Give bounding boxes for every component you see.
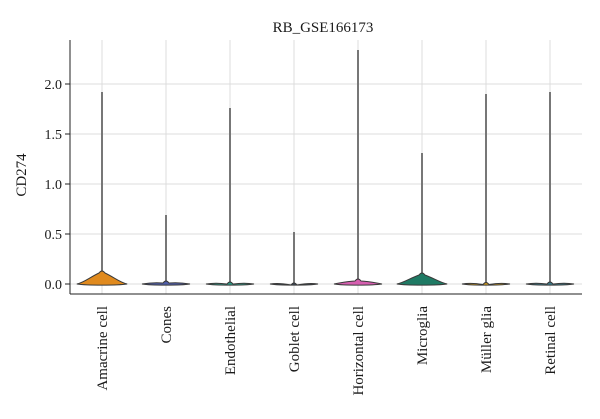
y-axis-label: CD274 bbox=[14, 153, 30, 197]
violin-body bbox=[205, 281, 255, 286]
x-category-label: Retinal cell bbox=[543, 306, 559, 375]
violin-body bbox=[76, 270, 128, 286]
x-category-label: Goblet cell bbox=[287, 306, 303, 372]
violin-body bbox=[141, 280, 191, 286]
x-category-label: Horizontal cell bbox=[351, 306, 367, 396]
y-tick-label: 0.0 bbox=[45, 278, 63, 293]
chart-title: RB_GSE166173 bbox=[273, 20, 374, 36]
violin-body bbox=[461, 282, 511, 286]
violin-body bbox=[525, 281, 575, 286]
x-category-label: Cones bbox=[159, 306, 175, 344]
axes: 0.0 0.5 1.0 1.5 2.0 bbox=[45, 40, 582, 295]
x-category-label: Müller glia bbox=[479, 306, 495, 373]
x-category-label: Microglia bbox=[415, 306, 431, 365]
y-tick-label: 1.5 bbox=[45, 128, 63, 143]
grid-lines bbox=[70, 40, 582, 294]
violin-body bbox=[269, 282, 319, 286]
x-category-label: Endothelial bbox=[223, 306, 239, 375]
y-tick-label: 1.0 bbox=[45, 178, 63, 193]
y-tick-label: 0.5 bbox=[45, 228, 63, 243]
violins bbox=[76, 50, 575, 286]
violin-body bbox=[333, 278, 383, 286]
x-category-label: Amacrine cell bbox=[95, 306, 111, 391]
category-labels: Amacrine cell Cones Endothelial Goblet cell… bbox=[95, 306, 559, 396]
y-tick-label: 2.0 bbox=[45, 78, 63, 93]
violin-body bbox=[396, 272, 448, 286]
